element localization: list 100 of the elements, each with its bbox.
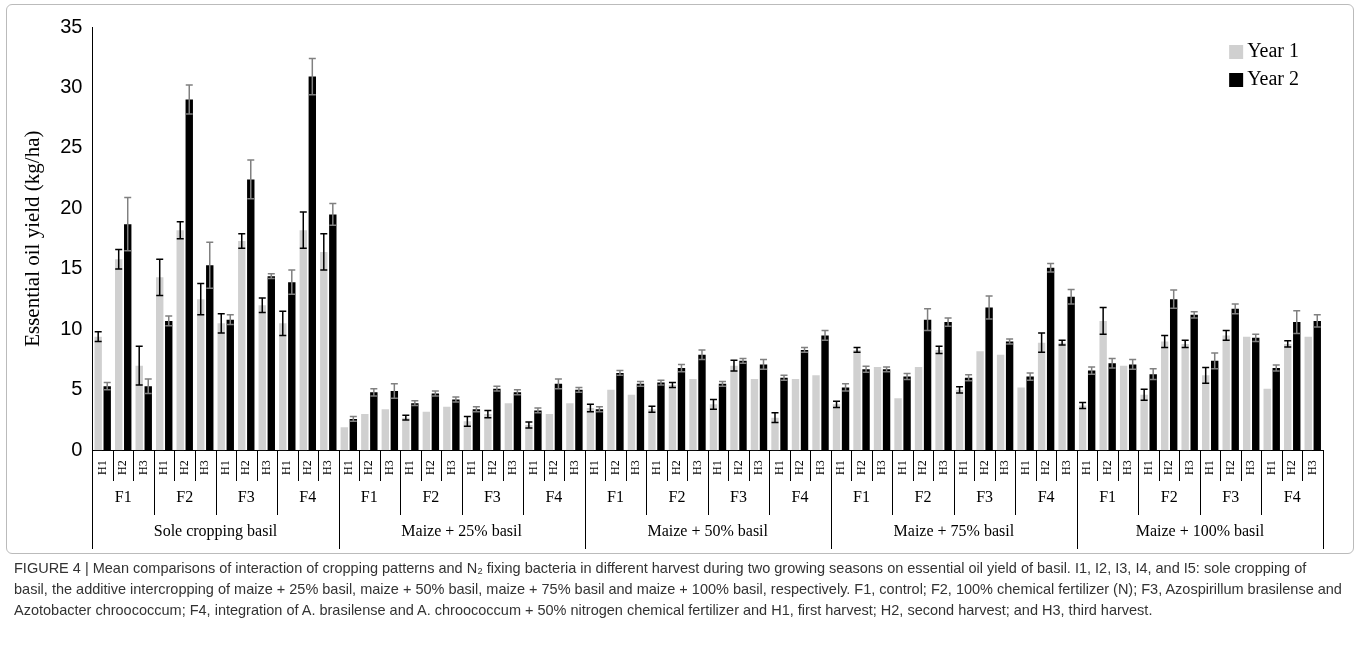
x-tick-label: H2 bbox=[976, 460, 991, 476]
text: F4 bbox=[545, 488, 563, 506]
y-tick-label: 10 bbox=[60, 316, 83, 339]
bar bbox=[1058, 342, 1066, 451]
x-tick-label: H1 bbox=[1263, 460, 1278, 476]
bar bbox=[1222, 335, 1230, 451]
x-tick-label: H1 bbox=[94, 460, 109, 476]
x-tick-label: H3 bbox=[1181, 460, 1196, 476]
x-tick-label: H3 bbox=[812, 460, 827, 476]
bar bbox=[1099, 320, 1107, 451]
x-tick-label: H3 bbox=[689, 460, 704, 476]
bar bbox=[771, 417, 779, 451]
bar bbox=[648, 409, 656, 451]
text: F2 bbox=[176, 488, 194, 506]
x-tick-label: H2 bbox=[1284, 460, 1299, 476]
bar bbox=[320, 251, 328, 451]
text: Maize + 50% basil bbox=[647, 522, 769, 540]
x-tick-label: H1 bbox=[279, 460, 294, 476]
bar bbox=[299, 230, 307, 451]
x-tick-label: H1 bbox=[217, 460, 232, 476]
bar bbox=[894, 398, 902, 451]
text: F2 bbox=[914, 488, 932, 506]
x-tick-label: H2 bbox=[792, 460, 807, 476]
bar bbox=[1078, 405, 1087, 451]
bar bbox=[443, 406, 451, 451]
y-tick-label: 15 bbox=[60, 256, 83, 279]
y-tick-label: 35 bbox=[60, 14, 83, 37]
x-tick-label: H1 bbox=[587, 460, 602, 476]
x-tick-label: H1 bbox=[464, 460, 479, 476]
caption: FIGURE 4 | Mean comparisons of interaction of cropping patterns and N₂ fixing bacteria in different harvest during two growing seasons on essential oil yield of basil. I1, I2, I3, I4, and I5: sole cropping of basil, the additive intercropping of maize + 25% basil, maize + 50% basil, maize + 75% basil and maize + 100% basil, respectively. F1, control; F2, 100% chemical fertilizer (N); F3, Azospirillum brasilense and Azotobacter chroococcum; F4, integration of A. brasilense and A. chroococcum + 50% nitrogen chemical fertilizer and H1, first harvest; H2, second harvest; and H3, third harvest. bbox=[14, 559, 1343, 620]
bar bbox=[607, 389, 615, 451]
text: F3 bbox=[237, 488, 255, 506]
y-axis-title: Essential oil yield (kg/ha) bbox=[20, 130, 45, 347]
legend-label: Year 2 bbox=[1247, 67, 1299, 90]
text: F2 bbox=[422, 488, 440, 506]
x-tick-label: H1 bbox=[894, 460, 909, 476]
x-tick-label: H1 bbox=[1202, 460, 1217, 476]
x-tick-label: H3 bbox=[1058, 460, 1073, 476]
x-tick-label: H2 bbox=[423, 460, 437, 476]
text: Maize + 25% basil bbox=[401, 522, 523, 540]
bar bbox=[586, 408, 595, 451]
x-tick-label: H1 bbox=[710, 460, 725, 476]
x-tick-label: H1 bbox=[156, 460, 171, 476]
bar bbox=[812, 375, 820, 451]
x-tick-label: H3 bbox=[443, 460, 458, 476]
x-tick-label: H2 bbox=[915, 460, 930, 476]
x-tick-label: H3 bbox=[566, 460, 581, 476]
text: F2 bbox=[1160, 488, 1178, 506]
bar bbox=[668, 385, 677, 451]
x-tick-label: H3 bbox=[751, 460, 766, 476]
bar bbox=[1304, 336, 1312, 451]
bar bbox=[1284, 343, 1292, 451]
bar bbox=[381, 409, 390, 451]
text: F1 bbox=[114, 488, 132, 506]
bar bbox=[791, 378, 800, 451]
bar bbox=[873, 366, 882, 451]
bar bbox=[217, 323, 225, 451]
text: F1 bbox=[1099, 488, 1117, 506]
text: F4 bbox=[1283, 488, 1301, 506]
bar bbox=[566, 403, 574, 451]
x-tick-label: H1 bbox=[1017, 460, 1032, 476]
text: F4 bbox=[299, 488, 317, 506]
x-tick-label: H2 bbox=[176, 460, 191, 476]
x-tick-label: H1 bbox=[956, 460, 971, 476]
bar bbox=[279, 323, 287, 451]
x-tick-label: H2 bbox=[730, 460, 745, 476]
y-tick-label: 30 bbox=[60, 74, 83, 97]
x-tick-label: H1 bbox=[525, 460, 540, 476]
bar bbox=[689, 378, 697, 451]
bar bbox=[402, 417, 410, 451]
bar bbox=[1263, 388, 1271, 451]
x-tick-label: H3 bbox=[505, 460, 520, 476]
x-tick-label: H2 bbox=[607, 460, 622, 476]
x-tick-label: H1 bbox=[1140, 460, 1155, 476]
x-tick-label: H3 bbox=[874, 460, 889, 476]
x-tick-label: H2 bbox=[546, 460, 561, 476]
bar bbox=[361, 414, 369, 451]
x-tick-label: H3 bbox=[628, 460, 643, 476]
y-tick-label: 0 bbox=[71, 437, 83, 460]
x-tick-label: H3 bbox=[320, 460, 335, 476]
bar bbox=[422, 411, 431, 451]
bar bbox=[1243, 336, 1251, 451]
text: F4 bbox=[791, 488, 809, 506]
text: Sole cropping basil bbox=[153, 522, 278, 541]
x-tick-label: H1 bbox=[771, 460, 786, 476]
legend-label: Year 1 bbox=[1247, 39, 1299, 62]
bar bbox=[1181, 343, 1189, 451]
bar bbox=[853, 349, 861, 451]
text: Maize + 100% basil bbox=[1135, 522, 1265, 540]
bar bbox=[258, 305, 266, 451]
text: F3 bbox=[976, 488, 994, 506]
y-tick-label: 25 bbox=[60, 135, 83, 158]
bar bbox=[996, 354, 1005, 451]
bar bbox=[1037, 342, 1046, 451]
x-tick-label: H3 bbox=[997, 460, 1012, 476]
bar bbox=[525, 424, 533, 451]
bar bbox=[504, 403, 513, 451]
text: F3 bbox=[483, 488, 501, 506]
x-tick-label: H3 bbox=[935, 460, 950, 476]
x-tick-label: H1 bbox=[648, 460, 663, 476]
